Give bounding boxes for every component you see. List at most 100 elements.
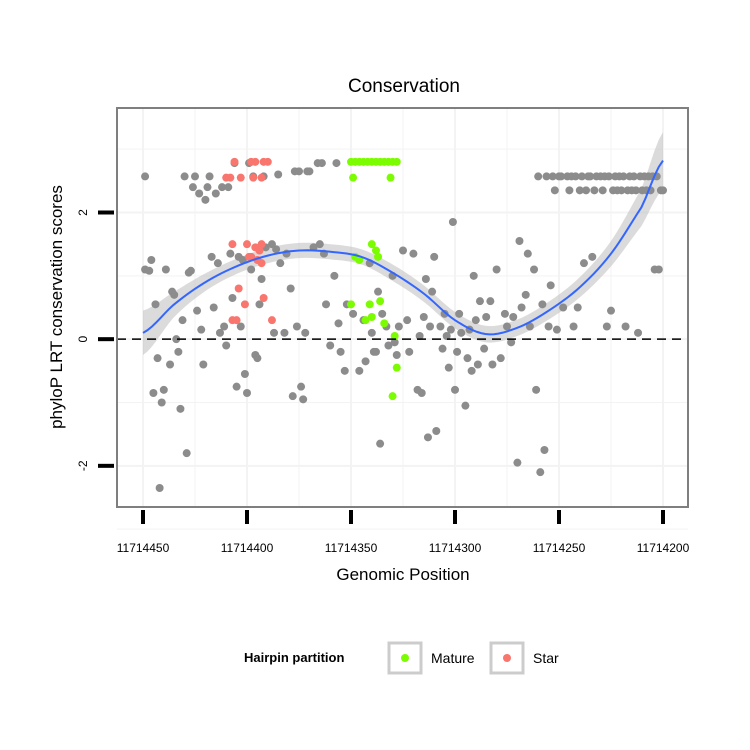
data-point [240,370,249,378]
data-point [147,256,156,264]
data-point [193,306,202,315]
data-point-star [267,316,276,325]
data-point [446,325,455,334]
data-point [409,249,418,258]
data-point [330,271,339,280]
data-point [521,290,530,299]
data-point [301,328,310,337]
data-point [236,322,245,331]
data-point-star [257,259,266,268]
data-point [438,344,447,353]
data-point [153,354,162,363]
data-point [224,183,233,192]
data-point [569,322,578,331]
data-point [191,172,199,181]
data-point [374,287,383,296]
data-point [619,172,628,181]
data-point [421,275,430,283]
data-point [213,259,222,268]
data-point [376,439,385,448]
data-point [232,382,241,391]
data-point-star [240,300,249,309]
data-point [654,265,663,274]
data-point [226,249,235,258]
data-point [188,183,197,192]
data-point [207,252,216,261]
points-layer [141,157,667,492]
data-point [367,328,376,337]
data-point [332,159,341,168]
data-point [228,294,237,302]
data-point [309,243,318,252]
data-point [631,186,640,195]
data-point [534,172,543,181]
data-point [538,300,547,309]
data-point [463,354,472,363]
data-point [215,328,224,337]
data-point [419,313,428,321]
data-point-mature [376,297,385,306]
data-point [571,172,580,181]
data-point [444,363,453,372]
data-point [222,341,231,350]
data-point [253,354,262,363]
data-point [448,218,457,226]
data-point [496,354,505,363]
data-point-star [257,173,266,182]
data-point [552,325,561,334]
data-point [203,183,212,192]
data-point [157,398,166,407]
y-tick-label: -2 [76,460,90,471]
data-point [557,172,566,181]
data-point [355,366,364,375]
data-point [180,172,189,181]
data-point [243,389,251,397]
data-point [515,237,524,245]
data-point [326,341,335,350]
data-point-mature [355,256,364,264]
data-point [276,259,285,268]
data-point [530,265,539,274]
data-point [403,316,412,325]
data-point [141,172,150,181]
data-point [317,159,326,168]
data-point [550,186,559,195]
data-point [598,186,607,195]
data-point [378,309,387,318]
data-point [604,172,613,181]
data-point [197,325,206,334]
data-point-mature [367,313,376,321]
data-point [575,186,584,195]
data-point [205,172,214,181]
data-point [455,309,464,318]
data-point [166,360,175,369]
data-point-star [236,173,245,182]
data-point [492,265,501,274]
data-point [159,385,168,394]
data-point-star [263,157,272,166]
data-point [286,284,295,293]
data-point [384,341,393,350]
data-point [220,322,229,331]
data-point-mature [392,363,401,372]
x-axis: 11714450 11714400 11714350 11714300 11714250… [117,510,690,555]
x-axis-title: Genomic Position [336,565,469,584]
data-point [195,189,204,198]
data-point [340,366,349,375]
data-point-star [226,173,235,182]
x-tick-label: 11714300 [429,541,482,555]
data-point [145,266,154,275]
data-point-star [257,240,266,249]
legend-label-mature: Mature [431,650,475,666]
x-tick-label: 11714400 [221,541,274,555]
data-point-mature [388,392,397,401]
data-point [440,309,449,318]
data-point [392,351,401,359]
data-point [361,357,370,366]
data-point [509,313,518,321]
data-point-mature [365,300,374,309]
data-point [292,322,301,331]
data-point [415,332,424,340]
data-point-mature [386,173,395,182]
